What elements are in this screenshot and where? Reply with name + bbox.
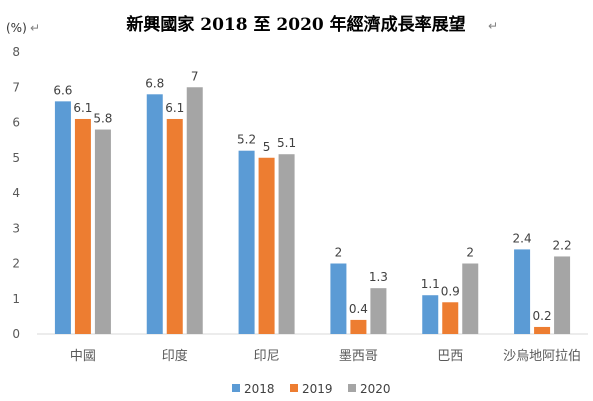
- data-label: 2.4: [513, 231, 532, 245]
- bar-2018: [422, 295, 439, 334]
- chart-title: 新興國家 2018 至 2020 年經濟成長率展望: [126, 14, 465, 35]
- bar-2018: [54, 101, 71, 334]
- title-return-mark: ↵: [488, 19, 498, 33]
- bar-2020: [462, 263, 479, 334]
- bar-2018: [238, 150, 255, 334]
- y-axis-unit: (%): [6, 21, 27, 35]
- y-tick-label: 0: [12, 327, 20, 341]
- y-tick-label: 2: [12, 257, 20, 271]
- data-label: 0.4: [349, 302, 368, 316]
- x-category-label: 中國: [70, 349, 96, 364]
- y-tick-label: 5: [12, 151, 20, 165]
- bar-2019: [166, 118, 183, 334]
- unit-return-mark: ↵: [30, 21, 40, 35]
- y-tick-label: 8: [12, 45, 20, 59]
- y-tick-label: 4: [12, 186, 20, 200]
- data-label: 2: [466, 246, 474, 260]
- y-tick-label: 6: [12, 116, 20, 130]
- legend-label: 2020: [360, 382, 391, 396]
- bar-2019: [258, 157, 275, 334]
- data-label: 0.9: [441, 284, 460, 298]
- data-label: 5.1: [277, 136, 296, 150]
- bar-2020: [278, 154, 295, 334]
- x-category-label: 墨西哥: [339, 349, 378, 364]
- data-label: 1.3: [369, 270, 388, 284]
- bar-2019: [534, 326, 551, 334]
- bar-2019: [442, 302, 459, 334]
- data-label: 6.1: [165, 101, 184, 115]
- bar-2020: [370, 288, 387, 334]
- data-label: 5.8: [93, 112, 112, 126]
- x-category-label: 沙烏地阿拉伯: [503, 348, 581, 364]
- data-label: 6.1: [73, 101, 92, 115]
- data-label: 6.8: [145, 76, 164, 90]
- data-label: 5: [263, 140, 271, 154]
- y-tick-label: 1: [12, 292, 20, 306]
- x-category-label: 印尼: [254, 349, 280, 364]
- data-label: 0.2: [533, 309, 552, 323]
- bar-2020: [554, 256, 571, 334]
- legend-swatch-2019: [290, 384, 298, 392]
- bar-2020: [94, 129, 111, 334]
- legend-swatch-2018: [232, 384, 240, 392]
- data-label: 5.2: [237, 133, 256, 147]
- bar-2018: [330, 263, 347, 334]
- data-label: 2: [335, 246, 343, 260]
- data-label: 6.6: [53, 83, 72, 97]
- legend-swatch-2020: [348, 384, 356, 392]
- bar-2019: [350, 319, 367, 334]
- bar-2018: [514, 249, 531, 334]
- legend-label: 2019: [302, 382, 333, 396]
- y-tick-label: 3: [12, 221, 20, 235]
- bar-2018: [146, 94, 163, 334]
- x-category-label: 巴西: [437, 349, 463, 364]
- x-category-label: 印度: [162, 348, 188, 364]
- data-label: 1.1: [421, 277, 440, 291]
- y-tick-label: 7: [12, 80, 20, 94]
- bar-2020: [186, 87, 203, 334]
- data-label: 7: [191, 69, 199, 83]
- bar-2019: [74, 118, 91, 334]
- data-label: 2.2: [553, 238, 572, 252]
- legend-label: 2018: [244, 382, 275, 396]
